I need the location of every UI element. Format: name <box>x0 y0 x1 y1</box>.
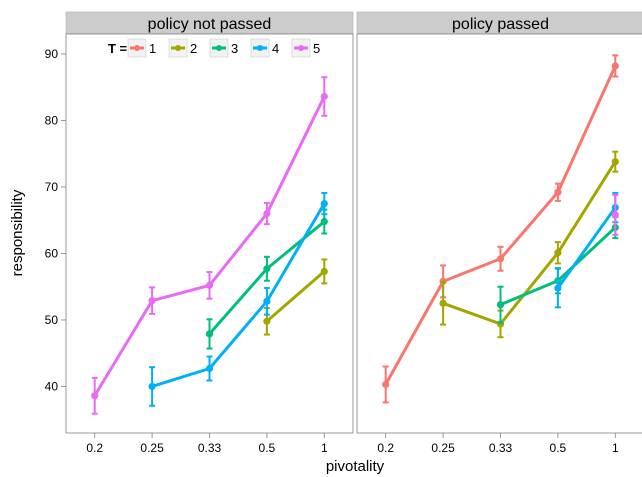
legend-key-point <box>298 45 304 51</box>
x-tick-label: 0.2 <box>377 441 394 455</box>
legend-label: 4 <box>272 41 279 56</box>
data-point <box>611 62 619 70</box>
x-tick-label: 0.2 <box>86 441 103 455</box>
x-axis-title: pivotality <box>326 458 385 475</box>
x-tick-label: 0.25 <box>140 441 164 455</box>
series-line <box>150 202 326 388</box>
data-point <box>496 255 505 263</box>
y-axis-title: responsibility <box>9 189 26 276</box>
y-tick-label: 90 <box>45 47 59 61</box>
panel-frame-right <box>356 33 642 434</box>
data-point <box>496 301 505 309</box>
data-point <box>148 297 156 305</box>
facet-label-right: policy passed <box>452 16 549 33</box>
legend-key-point <box>134 45 140 51</box>
series-5-panel-2 <box>611 193 619 236</box>
x-tick-label: 1 <box>612 441 619 455</box>
legend-key-point <box>175 45 181 51</box>
data-point <box>554 249 562 257</box>
data-point <box>382 380 390 389</box>
series-4-panel-1 <box>148 191 328 407</box>
x-tick-label: 0.5 <box>550 441 567 455</box>
x-tick-label: 0.5 <box>259 441 276 455</box>
data-point <box>611 211 619 219</box>
legend-item-3: 3 <box>209 38 238 58</box>
y-tick-label: 50 <box>45 313 59 327</box>
x-tick-label: 1 <box>321 441 328 455</box>
data-point <box>320 217 328 226</box>
legend-item-2: 2 <box>168 38 197 58</box>
y-tick-label: 60 <box>45 246 59 260</box>
data-point <box>148 382 156 391</box>
series-2-panel-1 <box>263 258 328 336</box>
series-1-panel-2 <box>382 54 619 404</box>
data-point <box>320 92 328 101</box>
x-tick-label: 0.33 <box>198 441 222 455</box>
series-line <box>265 269 326 323</box>
data-point <box>263 297 271 305</box>
series-line <box>556 206 617 290</box>
data-point <box>205 330 214 338</box>
legend: T = 1 2 3 4 5 <box>108 38 320 58</box>
data-point <box>205 281 214 289</box>
x-tick-label: 0.33 <box>489 441 513 455</box>
x-tick-label: 0.25 <box>431 441 455 455</box>
data-point <box>611 158 619 166</box>
legend-label: 5 <box>313 41 320 56</box>
axis-ticks: 40 50 60 70 80 90 0.2 0.25 0.33 0.5 1 0.2 0.25 0.33 0.… <box>45 47 619 455</box>
data-point <box>205 364 214 373</box>
data-point <box>263 265 271 273</box>
data-point <box>263 209 271 218</box>
legend-label: 1 <box>149 41 156 56</box>
series-line <box>441 160 617 326</box>
legend-label: 2 <box>190 41 197 56</box>
facet-strip-left: policy not passed <box>65 11 354 35</box>
data-point <box>320 267 328 276</box>
legend-item-5: 5 <box>291 38 320 58</box>
y-tick-label: 40 <box>45 379 59 393</box>
legend-key-point <box>216 45 222 51</box>
legend-title: T = <box>108 41 128 56</box>
data-point <box>263 317 271 325</box>
data-point <box>554 188 562 196</box>
data-point <box>91 392 99 400</box>
legend-item-1: 1 <box>127 38 156 58</box>
data-point <box>439 299 447 307</box>
data-point <box>320 199 328 208</box>
facet-strip-right: policy passed <box>356 11 642 35</box>
data-point <box>554 284 562 292</box>
legend-key-point <box>257 45 263 51</box>
facet-label-left: policy not passed <box>148 16 272 33</box>
legend-label: 3 <box>231 41 238 56</box>
legend-item-4: 4 <box>250 38 279 58</box>
y-tick-label: 80 <box>45 113 59 127</box>
series-5-panel-1 <box>91 76 328 415</box>
data-series <box>91 54 619 415</box>
y-tick-label: 70 <box>45 180 59 194</box>
